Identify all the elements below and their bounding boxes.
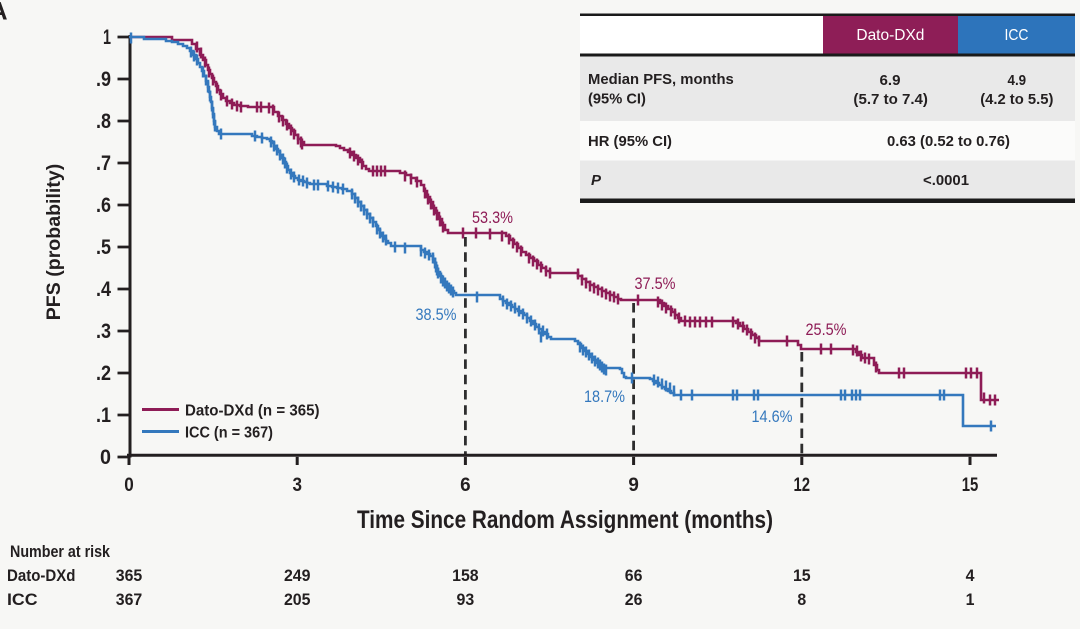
svg-text:Median PFS, months: Median PFS, months xyxy=(588,71,734,88)
svg-text:Number at risk: Number at risk xyxy=(10,542,110,561)
svg-text:ICC: ICC xyxy=(1005,27,1029,44)
svg-text:.6: .6 xyxy=(96,194,111,217)
svg-text:1: 1 xyxy=(103,26,111,49)
svg-text:.9: .9 xyxy=(96,68,111,91)
svg-text:249: 249 xyxy=(284,566,311,585)
svg-text:15: 15 xyxy=(962,475,979,496)
svg-text:.5: .5 xyxy=(96,236,111,259)
svg-text:(5.7 to 7.4): (5.7 to 7.4) xyxy=(853,91,928,108)
svg-text:Dato-DXd: Dato-DXd xyxy=(856,27,924,44)
svg-text:158: 158 xyxy=(452,566,479,585)
svg-text:A: A xyxy=(0,0,8,26)
svg-text:205: 205 xyxy=(284,590,311,609)
svg-text:ICC: ICC xyxy=(7,590,38,609)
svg-text:66: 66 xyxy=(625,566,643,585)
svg-text:.3: .3 xyxy=(96,320,111,343)
svg-text:0: 0 xyxy=(100,446,111,469)
svg-text:0: 0 xyxy=(124,475,134,496)
svg-text:25.5%: 25.5% xyxy=(806,321,847,339)
svg-text:38.5%: 38.5% xyxy=(416,306,457,324)
svg-text:53.3%: 53.3% xyxy=(472,209,513,227)
svg-text:4: 4 xyxy=(966,566,975,585)
svg-text:4.9: 4.9 xyxy=(1008,72,1027,89)
svg-text:.1: .1 xyxy=(96,404,111,427)
svg-text:Dato-DXd (n = 365): Dato-DXd (n = 365) xyxy=(185,403,320,420)
svg-text:<.0001: <.0001 xyxy=(923,172,969,189)
svg-text:9: 9 xyxy=(628,475,639,496)
svg-text:15: 15 xyxy=(793,566,811,585)
svg-text:12: 12 xyxy=(794,475,811,496)
svg-text:6: 6 xyxy=(460,475,471,496)
svg-text:6.9: 6.9 xyxy=(880,72,901,89)
svg-text:37.5%: 37.5% xyxy=(635,275,676,293)
svg-text:3: 3 xyxy=(292,475,302,496)
svg-text:26: 26 xyxy=(625,590,643,609)
svg-text:.7: .7 xyxy=(96,152,111,175)
svg-text:(95% CI): (95% CI) xyxy=(588,90,646,107)
svg-text:PFS (probability): PFS (probability) xyxy=(44,164,65,321)
svg-text:367: 367 xyxy=(116,590,143,609)
svg-text:P: P xyxy=(591,172,602,189)
svg-text:ICC (n = 367): ICC (n = 367) xyxy=(185,425,273,442)
svg-text:(4.2 to 5.5): (4.2 to 5.5) xyxy=(980,91,1053,108)
svg-text:14.6%: 14.6% xyxy=(752,408,793,426)
svg-text:Dato-DXd: Dato-DXd xyxy=(7,566,76,585)
svg-text:Time Since Random Assignment (: Time Since Random Assignment (months) xyxy=(357,506,773,534)
svg-text:1: 1 xyxy=(966,590,975,609)
svg-text:.4: .4 xyxy=(96,278,111,301)
svg-text:18.7%: 18.7% xyxy=(584,388,625,406)
svg-text:365: 365 xyxy=(116,566,143,585)
svg-text:.8: .8 xyxy=(96,110,111,133)
svg-text:.2: .2 xyxy=(96,362,111,385)
svg-text:HR (95% CI): HR (95% CI) xyxy=(588,133,672,150)
svg-text:93: 93 xyxy=(457,590,475,609)
svg-text:8: 8 xyxy=(797,590,806,609)
svg-text:0.63 (0.52 to 0.76): 0.63 (0.52 to 0.76) xyxy=(887,133,1010,150)
